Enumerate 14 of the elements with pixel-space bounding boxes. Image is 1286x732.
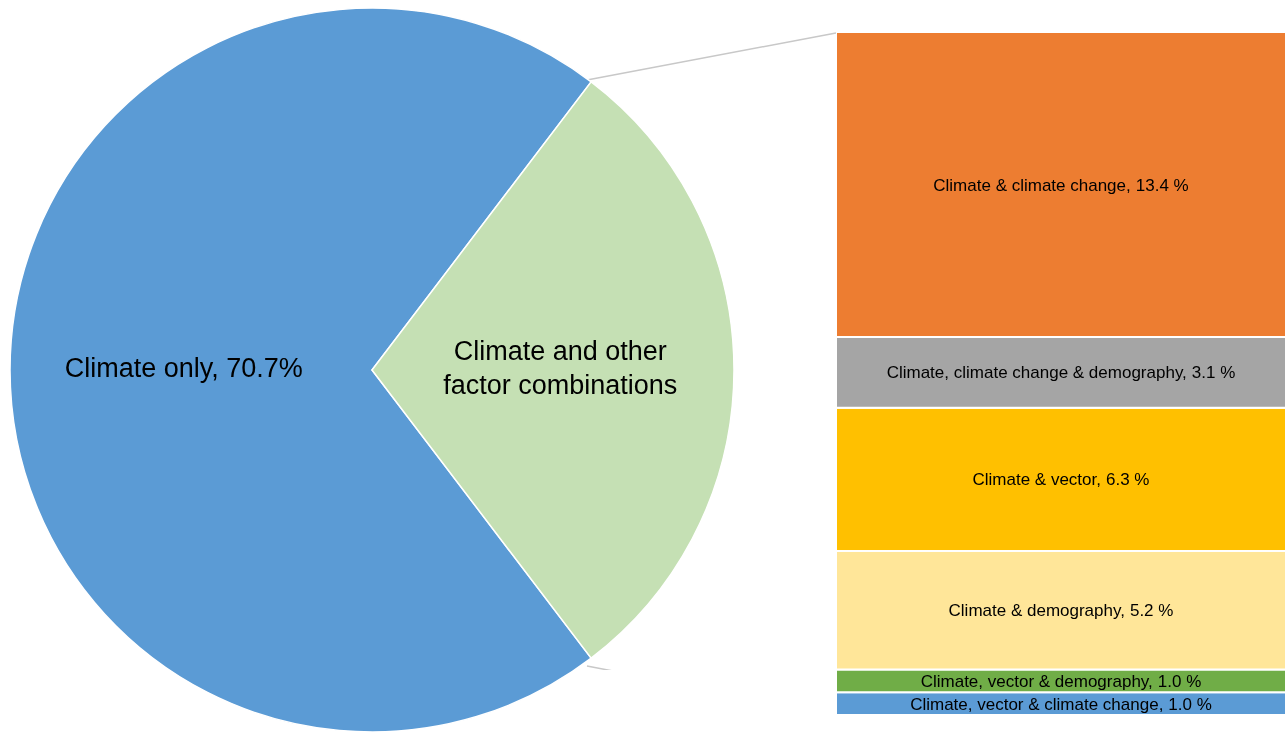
slice-label: Climate only, 70.7%	[64, 353, 303, 384]
data-label: 1.0 %	[1157, 671, 1202, 691]
series-label: Climate & climate change,	[933, 175, 1131, 195]
data-label: 5.2 %	[1129, 600, 1174, 620]
series-label: Climate, climate change & demography,	[886, 362, 1187, 382]
series-label: Climate, vector & climate change,	[910, 694, 1164, 714]
series-label: Climate, vector & demography,	[920, 671, 1153, 691]
data-label: 13.4 %	[1135, 175, 1189, 195]
series-label: Climate & vector,	[972, 469, 1102, 489]
data-label: 3.1 %	[1191, 362, 1236, 382]
series-label: Climate & demography,	[948, 600, 1125, 620]
data-label: 6.3 %	[1106, 469, 1150, 489]
slice-label: Climate and other factor combinations	[443, 336, 678, 401]
data-label: 1.0 %	[1168, 694, 1212, 714]
